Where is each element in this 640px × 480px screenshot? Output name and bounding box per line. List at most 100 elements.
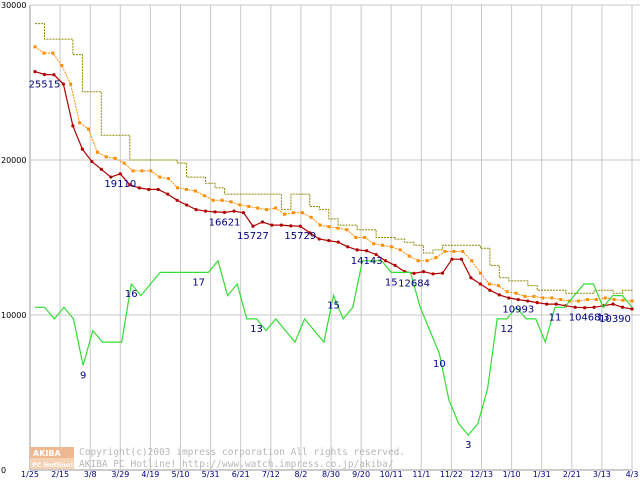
series-low-point [137,186,141,190]
x-tick-label: 1/25 [21,470,39,479]
series-mid-point [585,298,589,301]
series-mid-point [291,211,295,215]
series-low-point [516,298,520,302]
x-tick-label: 3/29 [111,470,129,479]
series-mid-point [354,236,358,239]
series-low-point [431,272,435,276]
series-mid-point [327,225,331,229]
series-mid-point [113,156,117,160]
series-mid-point [363,236,367,239]
series-mid-point [167,177,171,181]
data-label: 25515 [29,80,61,91]
data-label: 19110 [104,179,136,190]
data-label: 15729 [284,231,316,242]
series-low-point [270,223,274,227]
series-mid-point [479,271,483,275]
series-low-point [535,301,539,305]
series-mid-point [193,189,197,193]
watermark-logo-top-text: AKIBA [33,449,61,458]
series-low-point [232,209,236,213]
series-mid-point [407,254,411,258]
series-mid-point [621,298,625,302]
series-low-point [317,237,321,241]
series-low-point [298,224,302,228]
series-low-point [346,245,350,249]
series-mid-point [389,245,393,249]
series-mid-point [184,187,188,191]
series-low-point [128,183,132,187]
series-low-point [497,293,501,297]
series-mid-point [140,169,144,173]
chart-gridlines [29,4,640,471]
series-mid-point [487,282,491,286]
data-label: 15 [327,301,340,312]
series-low-point [109,175,113,179]
series-mid-point [496,284,500,288]
data-label: 15 [385,277,398,288]
series-mid-point [425,259,429,263]
series-mid-point [398,248,402,252]
series-low-point [156,187,160,192]
series-low-point [573,305,577,309]
series-mid-point [86,127,90,131]
series-mid-point [416,259,420,263]
series-mid-point [577,299,581,303]
series-mid-point [550,296,554,300]
series-mid-point [559,298,563,301]
y-tick-label: 30000 [1,1,26,10]
series-mid-point [229,200,233,204]
series-mid-point [532,294,536,298]
series-low-point [450,257,454,261]
series-low-point [175,198,179,202]
series-mid-point [238,203,242,207]
series-mid-point [149,169,153,173]
series-low-point [374,252,378,257]
series-mid-point [131,169,135,173]
series-mid-point [309,215,313,219]
series-low-point [241,211,246,215]
series-low-point [194,208,198,212]
data-label: 10390 [599,314,631,325]
x-tick-label: 2/15 [51,470,69,479]
series-mid-point [60,63,64,67]
y-tick-label: 20000 [1,156,26,165]
data-label: 9 [80,370,86,381]
series-low-point [355,248,359,252]
series-low-point [33,70,37,74]
watermark-logo-bottom-box [30,458,74,469]
series-low-point [592,305,596,309]
data-label: 13 [250,324,263,335]
series-low-point [440,271,445,275]
data-label: 14143 [351,256,383,267]
series-low-point [630,307,634,311]
series-mid-point [345,228,349,232]
series-mid-point [443,249,447,253]
series-low-point [166,192,170,196]
x-tick-label: 6/21 [232,470,250,479]
series-low-point [308,231,312,235]
series-low-point [384,259,388,263]
x-tick-label: 8/2 [294,470,307,479]
series-low-point [42,72,47,77]
series-mid-point [434,256,438,260]
series-mid-point [612,298,616,301]
series-low-point [71,124,75,128]
x-tick-label: 4/3 [626,470,639,479]
series-low-point [620,305,625,309]
x-tick-label: 1/31 [533,470,551,479]
series-low-point [336,240,340,244]
watermark-url: AKIBA PC Hotline! http://www.watch.impre… [79,459,394,470]
series-mid-point [220,198,224,202]
series-low-point [279,223,283,227]
series-low-point [583,306,587,310]
series-mid-point [33,45,37,49]
series-low-point [289,224,293,228]
series-low-point [545,302,549,306]
series-low-point [507,296,511,300]
series-mid-point [300,211,304,215]
series-low-point [327,239,331,243]
series-low-point [526,299,530,303]
series-low-point [251,224,255,228]
series-mid-point [211,198,215,202]
